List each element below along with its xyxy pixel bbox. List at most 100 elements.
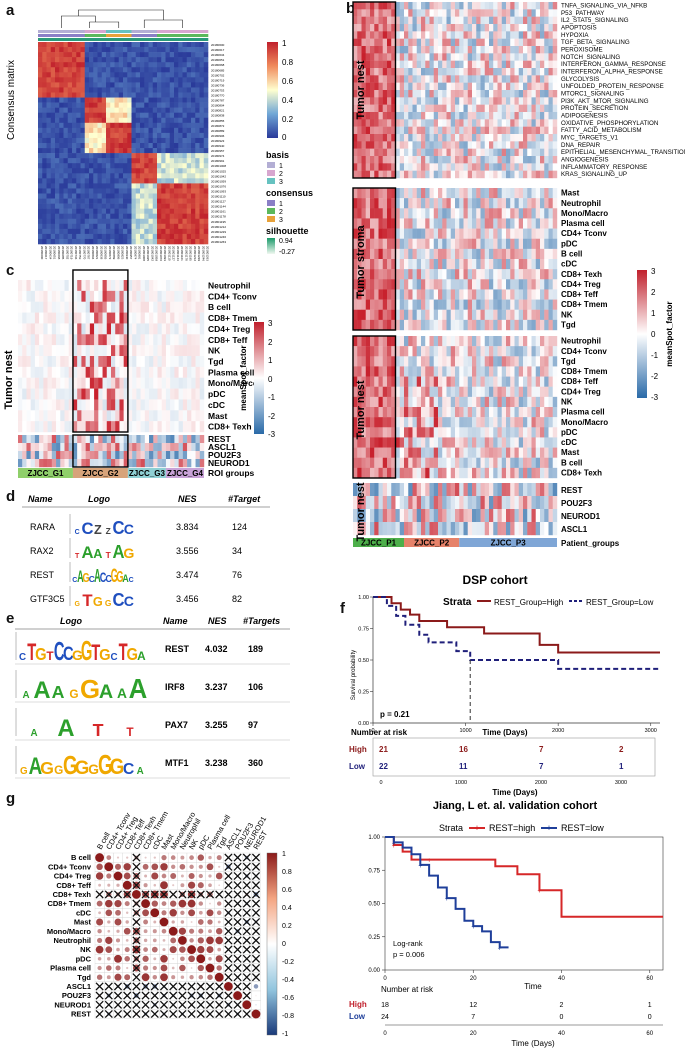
consensus-cell <box>46 132 52 139</box>
consensus-cell <box>135 82 141 88</box>
b-heat-cell <box>544 38 549 47</box>
consensus-cell <box>67 77 73 83</box>
c-heat-cell <box>30 356 36 368</box>
b-heat-cell <box>455 309 460 321</box>
b-heat-cell <box>531 483 536 497</box>
consensus-cell <box>195 107 200 113</box>
b-heat-cell <box>425 259 430 270</box>
consensus-bar-cell <box>195 34 200 37</box>
b-heat-cell <box>399 163 405 171</box>
c-heat-cell <box>72 312 78 324</box>
consensus-cell <box>118 178 124 184</box>
b-heat-cell <box>404 38 409 47</box>
consensus-cell <box>101 163 107 169</box>
b-heat-cell <box>438 336 443 347</box>
b-heat-cell <box>476 148 481 157</box>
b-heat-cell <box>467 38 473 47</box>
consensus-cell <box>144 148 149 154</box>
b-heat-cell <box>463 427 468 438</box>
c-heat-cell <box>187 301 192 313</box>
consensus-col-label: 20180821 <box>95 246 99 260</box>
consensus-cell <box>127 208 132 214</box>
c-heat-cell <box>144 290 150 302</box>
b-heat-cell <box>459 75 464 83</box>
b-heat-cell <box>552 407 558 418</box>
b-heat-cell <box>353 289 358 300</box>
consensus-cell <box>191 238 196 245</box>
b-row-label: Mast <box>561 189 580 198</box>
b-heat-cell <box>535 259 541 270</box>
consensus-cell <box>165 173 171 179</box>
b-heat-cell <box>378 248 383 260</box>
b-heat-cell <box>501 417 507 428</box>
consensus-cell <box>144 97 149 103</box>
b-heat-cell <box>408 457 413 469</box>
b-heat-cell <box>450 427 456 438</box>
consensus-bar-cell <box>169 34 175 37</box>
b-heat-cell <box>455 126 460 135</box>
consensus-cell <box>63 143 69 149</box>
c-heat-cell <box>165 366 171 378</box>
consensus-cell <box>135 153 141 159</box>
consensus-cell <box>186 42 192 48</box>
b-heat-cell <box>365 60 371 69</box>
consensus-cell <box>186 203 192 209</box>
c-heat-cell <box>77 280 82 292</box>
b-heat-cell <box>357 148 362 157</box>
consensus-cell <box>101 193 107 199</box>
b-heat-cell <box>395 198 400 209</box>
consensus-cell <box>59 117 64 124</box>
consensus-bar-cell <box>89 34 94 37</box>
consensus-cell <box>152 143 158 149</box>
b-heat-cell <box>370 112 375 120</box>
consensus-cell <box>118 163 124 169</box>
consensus-bar-cell <box>42 34 47 37</box>
b-heat-cell <box>429 97 434 105</box>
b-heat-cell <box>404 2 409 10</box>
b-heat-cell <box>395 336 400 347</box>
b-heat-cell <box>446 2 451 10</box>
b-heat-cell <box>353 366 358 377</box>
consensus-cell <box>186 117 192 124</box>
b-heat-cell <box>467 336 473 347</box>
b-heat-cell <box>514 218 519 229</box>
consensus-cell <box>46 228 52 235</box>
b-heat-cell <box>408 427 413 438</box>
b-heat-cell <box>459 134 464 142</box>
consensus-cell <box>203 168 209 174</box>
b-heat-cell <box>446 396 451 408</box>
b-heat-cell <box>353 16 358 25</box>
consensus-cell <box>123 218 128 225</box>
b-heat-cell <box>518 53 524 61</box>
b-heat-cell <box>523 104 528 113</box>
consensus-cell <box>174 238 179 245</box>
consensus-cell <box>93 158 98 164</box>
consensus-bar-cell <box>165 34 171 37</box>
b-heat-cell <box>378 509 383 523</box>
consensus-cell <box>55 218 60 225</box>
b-heat-cell <box>535 522 541 536</box>
consensus-cell <box>203 127 209 134</box>
c-heat-cell <box>165 301 171 313</box>
consensus-cell <box>67 107 73 113</box>
b-heat-cell <box>378 366 383 377</box>
b-heat-cell <box>540 376 545 387</box>
consensus-cell <box>161 223 166 230</box>
b-heat-cell <box>378 60 383 69</box>
consensus-cell <box>106 183 111 189</box>
consensus-cell <box>169 153 175 159</box>
b-heat-cell <box>544 148 549 157</box>
b-heat-cell <box>442 112 447 120</box>
b-row-label: GLYCOLYSIS <box>561 76 599 83</box>
b-heat-cell <box>506 134 511 142</box>
consensus-bar-cell <box>144 34 149 37</box>
b-heat-cell <box>395 319 400 331</box>
consensus-cell <box>80 47 86 53</box>
c-heat-cell <box>132 301 137 313</box>
b-heat-cell <box>416 156 422 164</box>
consensus-cell <box>101 178 107 184</box>
consensus-cell <box>157 127 162 134</box>
consensus-cell <box>38 198 43 204</box>
b-heat-cell <box>552 38 558 47</box>
c-heat-cell <box>199 301 205 313</box>
